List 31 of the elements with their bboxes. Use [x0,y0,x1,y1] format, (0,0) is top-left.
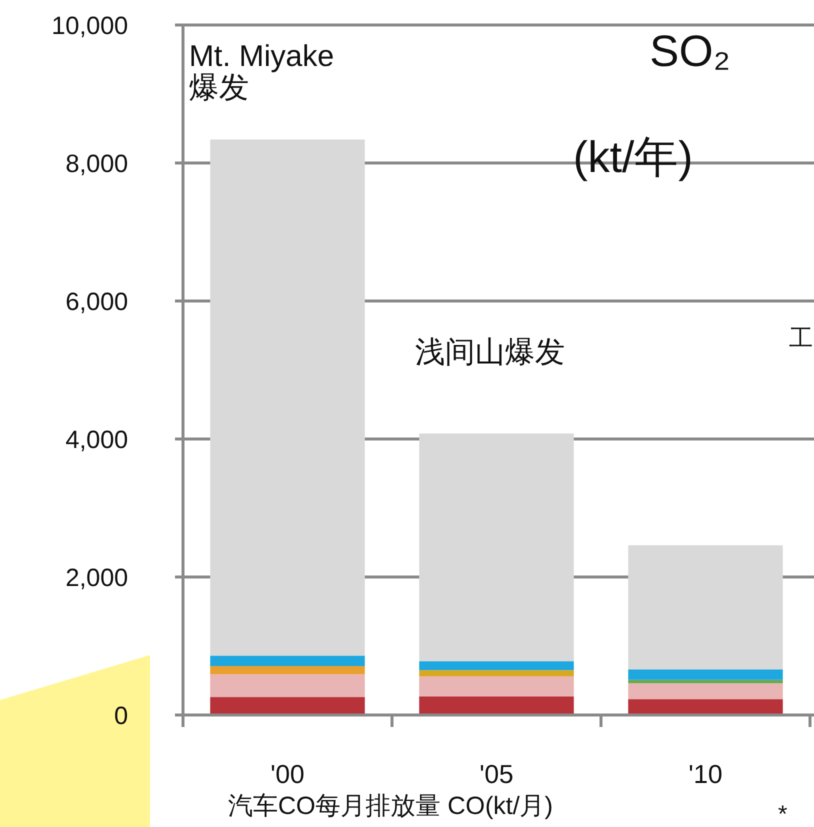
text: * [778,801,788,827]
chart-title: SO₂ [650,27,730,76]
x-tick-label: '10 [688,759,722,789]
x-axis-title: 汽车CO每月排放量 CO(kt/月) [228,792,553,820]
annotation: 浅间山爆发 [415,336,565,369]
bar [628,699,783,715]
y-tick-label: 10,000 [52,12,128,40]
text: (kt/年) [573,133,693,182]
bar [419,433,574,662]
bar [419,676,574,696]
y-tick-label: 8,000 [65,150,128,178]
bar [419,661,574,670]
bar [419,670,574,676]
annotation: Mt. Miyake 爆发 [189,40,334,104]
annotation: 工 [789,325,813,352]
bar [210,674,365,698]
y-tick-label: 6,000 [65,288,128,316]
bar [628,669,783,680]
x-tick-label: '00 [270,759,304,789]
bar [210,666,365,674]
y-tick-label: 4,000 [65,426,128,454]
bar [628,683,783,700]
bar [628,545,783,670]
y-tick-label: 2,000 [65,564,128,592]
y-tick-label: 0 [114,702,128,730]
bar [419,696,574,715]
x-tick-label: '05 [480,759,514,789]
bar [210,656,365,666]
bar [210,697,365,715]
bar [210,140,365,656]
bar [628,680,783,684]
